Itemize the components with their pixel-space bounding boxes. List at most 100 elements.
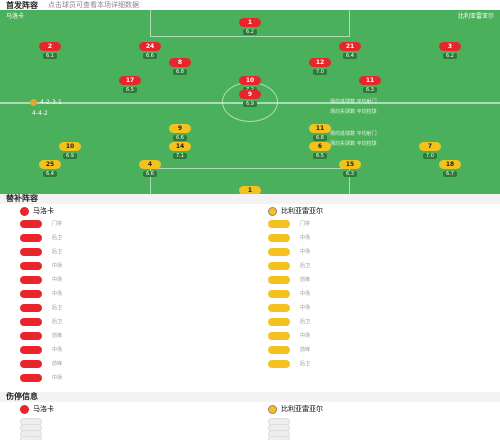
list-item[interactable]: 后卫 [268, 260, 498, 271]
list-item[interactable]: 前锋 [268, 274, 498, 285]
player-rating: 6.6 [143, 171, 157, 177]
player-rating: 6.9 [63, 153, 77, 159]
player-position: 中场 [52, 263, 63, 269]
player-position: 前锋 [300, 347, 311, 353]
list-item[interactable]: 后卫 [20, 302, 250, 313]
section-subtitle: 点击球员可查看本场详细数据 [48, 1, 139, 9]
list-item[interactable]: 中场 [20, 260, 250, 271]
list-item[interactable]: 前锋 [20, 358, 250, 369]
player-position: 后卫 [52, 249, 63, 255]
away-player[interactable]: 25 6.4 [15, 160, 85, 177]
jersey-number [20, 275, 42, 284]
jersey-number: 1 [239, 186, 261, 194]
away-player[interactable]: 15 6.3 [315, 160, 385, 177]
jersey-number [20, 373, 42, 382]
list-item[interactable]: 中场 [20, 344, 250, 355]
away-player[interactable]: 6 6.5 [285, 142, 355, 159]
jersey-number [20, 331, 42, 340]
list-item[interactable]: 中场 [20, 274, 250, 285]
home-player[interactable]: 9 6.9 [215, 90, 285, 107]
home-team-logo [20, 404, 29, 414]
home-player[interactable]: 2 6.1 [15, 42, 85, 59]
home-player[interactable]: 8 6.8 [145, 58, 215, 75]
list-item[interactable]: 后卫 [268, 316, 498, 327]
jersey-number [268, 261, 290, 270]
away-player[interactable]: 7 7.0 [395, 142, 465, 159]
player-position: 后卫 [300, 361, 311, 367]
player-rating: 7.0 [313, 69, 327, 75]
list-item[interactable]: 中场 [20, 372, 250, 383]
list-item[interactable]: 中场 [268, 302, 498, 313]
player-rating: 6.4 [43, 171, 57, 177]
away-player[interactable]: 14 7.1 [145, 142, 215, 159]
player-rating: 6.3 [363, 87, 377, 93]
home-player[interactable]: 21 6.4 [315, 42, 385, 59]
home-player[interactable]: 12 7.0 [285, 58, 355, 75]
list-item[interactable] [20, 434, 250, 440]
player-position: 中场 [52, 375, 63, 381]
list-item[interactable]: 中场 [268, 288, 498, 299]
jersey-number [268, 317, 290, 326]
jersey-number [268, 331, 290, 340]
list-item[interactable]: 后卫 [20, 316, 250, 327]
player-rating: 6.3 [343, 171, 357, 177]
section-title: 首发阵容 [6, 0, 38, 10]
home-player[interactable]: 17 6.5 [95, 76, 165, 93]
player-position: 中场 [300, 235, 311, 241]
list-item[interactable]: 后卫 [268, 358, 498, 369]
home-player[interactable]: 11 6.3 [335, 76, 405, 93]
list-item[interactable]: 前锋 [20, 330, 250, 341]
player-position: 后卫 [52, 305, 63, 311]
jersey-number [268, 275, 290, 284]
away-player[interactable]: 18 6.7 [415, 160, 485, 177]
subs-home-team: 马洛卡 [33, 207, 54, 215]
player-position: 后卫 [300, 263, 311, 269]
home-team-logo [20, 206, 29, 216]
injury-section-title: 伤停信息 [0, 392, 500, 402]
home-player[interactable]: 1 6.2 [215, 18, 285, 35]
jersey-number: 10 [239, 76, 261, 85]
away-player[interactable]: 10 6.9 [35, 142, 105, 159]
jersey-number [268, 345, 290, 354]
list-item[interactable]: 前锋 [268, 344, 498, 355]
player-position: 后卫 [52, 319, 63, 325]
jersey-number [20, 233, 42, 242]
player-rating: 6.9 [243, 101, 257, 107]
subs-home-header: 马洛卡 [20, 206, 54, 216]
list-item[interactable]: 门将 [268, 218, 498, 229]
player-rating: 7.0 [423, 153, 437, 159]
home-team-name: 马洛卡 [6, 13, 25, 20]
player-position: 中场 [300, 333, 311, 339]
jersey-number: 6 [309, 142, 331, 151]
jersey-number: 14 [169, 142, 191, 151]
jersey-number: 11 [359, 76, 381, 85]
home-player[interactable]: 24 6.6 [115, 42, 185, 59]
away-player[interactable]: 11 6.8 [285, 124, 355, 141]
player-rating: 6.5 [123, 87, 137, 93]
jersey-number: 1 [239, 18, 261, 27]
away-team-logo [268, 206, 277, 216]
jersey-number: 9 [239, 90, 261, 99]
list-item[interactable]: 门将 [20, 218, 250, 229]
player-position: 后卫 [52, 235, 63, 241]
home-player[interactable]: 3 6.2 [415, 42, 485, 59]
list-item[interactable]: 中场 [268, 246, 498, 257]
player-rating: 6.6 [173, 135, 187, 141]
list-item[interactable]: 后卫 [20, 232, 250, 243]
away-player[interactable]: 4 6.6 [115, 160, 185, 177]
away-player[interactable]: 1 6.5 [215, 186, 285, 194]
jersey-number: 17 [119, 76, 141, 85]
list-item[interactable]: 后卫 [20, 246, 250, 257]
away-player[interactable]: 9 6.6 [145, 124, 215, 141]
list-item[interactable]: 中场 [268, 330, 498, 341]
list-item[interactable]: 中场 [268, 232, 498, 243]
player-rating: 6.4 [343, 53, 357, 59]
player-rating: 6.7 [443, 171, 457, 177]
player-rating: 6.6 [143, 53, 157, 59]
subs-section-title: 替补阵容 [0, 194, 500, 204]
player-position: 前锋 [52, 361, 63, 367]
player-position: 中场 [52, 291, 63, 297]
list-item[interactable]: 中场 [20, 288, 250, 299]
list-item[interactable] [268, 434, 498, 440]
jersey-number [20, 219, 42, 228]
